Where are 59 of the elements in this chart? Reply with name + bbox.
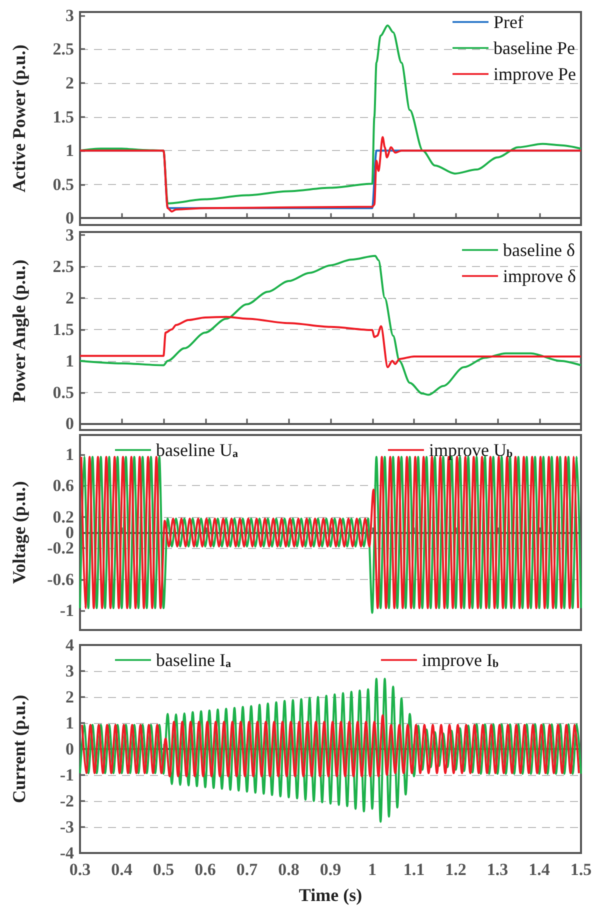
x-axis-title: Time (s) [298,885,362,905]
x-tick-label: 1.3 [486,860,508,879]
y-tick-label: 1.5 [52,107,74,126]
y-tick-label: 3 [66,662,74,680]
line-series [79,678,582,823]
y-tick-label: -2 [60,792,74,810]
x-tick-label: 0.4 [111,860,133,879]
line-series [79,316,582,368]
legend-label: baseline Ia [156,650,232,670]
y-tick-label: 2.5 [52,257,74,276]
y-tick-label: 0 [66,208,74,228]
legend-label: Pref [494,12,524,32]
y-tick-label: 0 [66,414,74,434]
x-tick-label: 0.7 [236,860,258,879]
y-tick-label: 1 [66,141,74,160]
x-tick-label: 1.5 [570,860,592,879]
y-tick-label: 0.5 [52,382,74,402]
y-tick-label: -0.6 [47,570,74,589]
y-axis-title: Active Power (p.u.) [9,44,29,192]
y-tick-label: 1.5 [52,320,74,339]
y-tick-label: 2 [66,688,74,706]
legend-label: improve Pe [494,64,576,84]
y-tick-label: 1 [66,445,74,464]
y-tick-label: 0.5 [52,174,74,194]
y-tick-label: 3 [66,6,74,25]
x-tick-label: 1.1 [403,860,425,879]
y-tick-label: 3 [66,226,74,245]
y-tick-label: 1 [66,714,74,732]
legend-label: improve Ib [422,650,499,670]
y-tick-label: 2 [66,288,74,308]
legend-label: baseline δ [503,240,575,260]
legend-label: baseline Pe [494,38,575,58]
x-tick-label: 0.3 [69,860,91,879]
x-tick-label: 1.2 [445,860,466,879]
line-series [81,714,580,778]
line-series [79,254,582,396]
y-tick-label: 2.5 [52,40,74,59]
y-tick-label: -1 [60,601,74,620]
line-series [79,136,582,212]
y-axis-title: Voltage (p.u.) [9,481,29,584]
legend-label: improve Ub [428,440,513,460]
y-axis-title: Current (p.u.) [9,694,29,804]
y-tick-label: -4 [60,844,74,862]
legend-label: improve δ [503,266,576,286]
x-tick-label: 1.4 [528,860,550,879]
y-tick-label: 4 [66,636,74,654]
y-tick-label: 2 [66,74,74,92]
x-tick-label: 0.5 [152,860,174,879]
y-axis-title: Power Angle (p.u.) [9,260,29,402]
x-tick-label: 0.6 [194,860,216,879]
y-tick-label: -1 [60,766,74,784]
y-tick-label: -3 [60,818,74,836]
x-tick-label: 0.9 [320,860,342,879]
legend-label: baseline Ua [156,440,238,460]
y-tick-label: 0 [66,740,74,758]
y-tick-label: 1 [66,351,74,370]
x-tick-label: 1 [368,860,376,879]
y-tick-label: 0.6 [52,476,74,496]
x-tick-label: 0.8 [278,860,300,879]
